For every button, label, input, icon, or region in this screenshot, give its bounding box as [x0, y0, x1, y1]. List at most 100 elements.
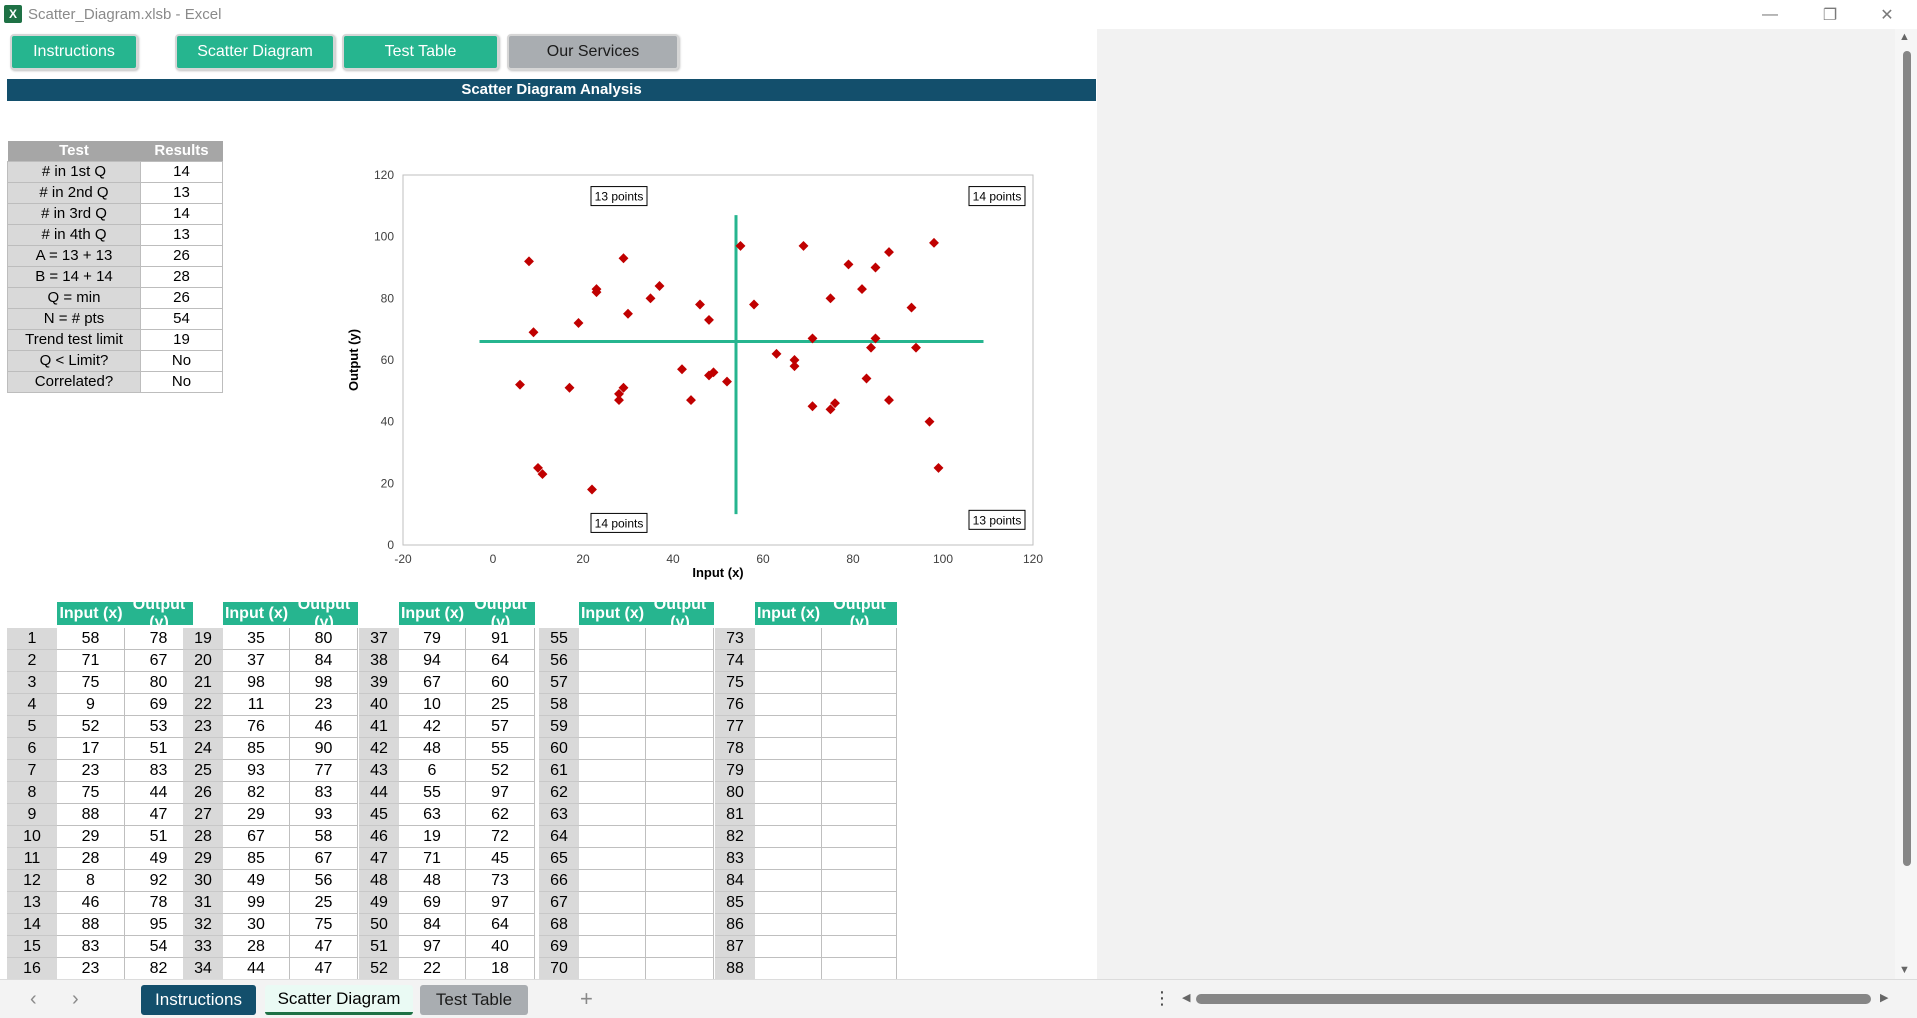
output-y-cell[interactable] [646, 760, 714, 782]
input-x-cell[interactable] [755, 782, 822, 804]
output-y-cell[interactable]: 40 [466, 936, 535, 958]
input-x-cell[interactable] [755, 716, 822, 738]
input-x-cell[interactable] [579, 672, 646, 694]
data-point[interactable] [771, 348, 782, 359]
input-x-cell[interactable] [755, 958, 822, 979]
output-y-cell[interactable] [646, 826, 714, 848]
output-y-cell[interactable] [646, 672, 714, 694]
output-y-cell[interactable]: 55 [466, 738, 535, 760]
input-x-cell[interactable]: 6 [399, 760, 466, 782]
summary-result-value[interactable]: 28 [140, 265, 223, 288]
output-y-cell[interactable]: 90 [290, 738, 358, 760]
vertical-scroll-thumb[interactable] [1903, 51, 1911, 866]
output-y-cell[interactable] [822, 936, 897, 958]
input-x-cell[interactable] [755, 804, 822, 826]
data-point[interactable] [830, 398, 840, 409]
input-x-cell[interactable]: 11 [223, 694, 290, 716]
input-x-cell[interactable]: 10 [399, 694, 466, 716]
summary-result-value[interactable]: 13 [140, 181, 223, 204]
input-x-cell[interactable] [579, 782, 646, 804]
output-y-cell[interactable]: 47 [290, 936, 358, 958]
plus-icon[interactable]: + [580, 986, 593, 1011]
data-point[interactable] [704, 370, 714, 381]
input-x-cell[interactable]: 93 [223, 760, 290, 782]
input-x-cell[interactable]: 75 [57, 782, 125, 804]
data-point[interactable] [704, 314, 714, 325]
data-point[interactable] [695, 299, 705, 310]
worksheet[interactable]: Instructions Scatter Diagram Test Table … [0, 29, 1895, 979]
input-x-cell[interactable]: 28 [223, 936, 290, 958]
data-point[interactable] [884, 395, 894, 406]
input-x-cell[interactable]: 85 [223, 738, 290, 760]
data-point[interactable] [533, 462, 543, 473]
input-x-cell[interactable] [755, 936, 822, 958]
data-point[interactable] [911, 342, 921, 353]
output-y-cell[interactable] [646, 892, 714, 914]
input-x-cell[interactable]: 84 [399, 914, 466, 936]
data-point[interactable] [866, 342, 876, 353]
output-y-cell[interactable] [822, 628, 897, 650]
horizontal-scrollbar[interactable]: ◀ ▶ [1182, 990, 1892, 1008]
header-output-y[interactable]: Output (y) [833, 595, 886, 631]
summary-test-label[interactable]: A = 13 + 13 [7, 244, 141, 267]
summary-test-label[interactable]: Q < Limit? [7, 349, 141, 372]
output-y-cell[interactable] [822, 826, 897, 848]
output-y-cell[interactable]: 58 [290, 826, 358, 848]
output-y-cell[interactable] [822, 760, 897, 782]
output-y-cell[interactable] [646, 716, 714, 738]
data-point[interactable] [537, 469, 548, 480]
restore-button[interactable]: ❐ [1800, 0, 1860, 29]
data-point[interactable] [807, 401, 818, 412]
output-y-cell[interactable] [822, 716, 897, 738]
header-output-y[interactable]: Output (y) [653, 595, 707, 631]
input-x-cell[interactable] [755, 914, 822, 936]
summary-test-label[interactable]: Trend test limit [7, 328, 141, 351]
output-y-cell[interactable] [646, 694, 714, 716]
summary-result-value[interactable]: No [140, 349, 223, 372]
input-x-cell[interactable]: 63 [399, 804, 466, 826]
input-x-cell[interactable] [579, 826, 646, 848]
input-x-cell[interactable] [579, 914, 646, 936]
header-input-x[interactable]: Input (x) [224, 604, 289, 622]
output-y-cell[interactable]: 57 [466, 716, 535, 738]
summary-test-label[interactable]: N = # pts [7, 307, 141, 330]
output-y-cell[interactable]: 84 [290, 650, 358, 672]
scroll-right-icon[interactable]: ▶ [1880, 992, 1889, 1004]
input-x-cell[interactable]: 46 [57, 892, 125, 914]
summary-test-label[interactable]: # in 4th Q [7, 223, 141, 246]
input-x-cell[interactable] [755, 870, 822, 892]
data-point[interactable] [857, 284, 867, 295]
input-x-cell[interactable] [755, 694, 822, 716]
summary-result-value[interactable]: 26 [140, 286, 223, 309]
input-x-cell[interactable]: 44 [223, 958, 290, 979]
input-x-cell[interactable]: 75 [57, 672, 125, 694]
data-point[interactable] [524, 256, 534, 267]
input-x-cell[interactable] [579, 804, 646, 826]
input-x-cell[interactable] [755, 848, 822, 870]
data-point[interactable] [735, 240, 746, 251]
input-x-cell[interactable]: 82 [223, 782, 290, 804]
data-point[interactable] [722, 376, 732, 387]
input-x-cell[interactable]: 71 [399, 848, 466, 870]
input-x-cell[interactable] [579, 936, 646, 958]
input-x-cell[interactable]: 37 [223, 650, 290, 672]
input-x-cell[interactable]: 83 [57, 936, 125, 958]
output-y-cell[interactable] [646, 936, 714, 958]
output-y-cell[interactable]: 93 [290, 804, 358, 826]
input-x-cell[interactable] [579, 760, 646, 782]
output-y-cell[interactable] [822, 804, 897, 826]
summary-test-label[interactable]: # in 1st Q [7, 160, 141, 183]
input-x-cell[interactable]: 67 [223, 826, 290, 848]
output-y-cell[interactable] [822, 694, 897, 716]
input-x-cell[interactable] [579, 958, 646, 979]
input-x-cell[interactable]: 88 [57, 804, 125, 826]
sheet-tab-scatter-diagram[interactable]: Scatter Diagram [265, 985, 413, 1015]
output-y-cell[interactable] [646, 738, 714, 760]
data-point[interactable] [686, 395, 696, 406]
input-x-cell[interactable]: 67 [399, 672, 466, 694]
output-y-cell[interactable]: 46 [290, 716, 358, 738]
output-y-cell[interactable]: 80 [290, 628, 358, 650]
data-point[interactable] [798, 240, 809, 251]
output-y-cell[interactable]: 97 [466, 892, 535, 914]
data-point[interactable] [861, 373, 872, 384]
